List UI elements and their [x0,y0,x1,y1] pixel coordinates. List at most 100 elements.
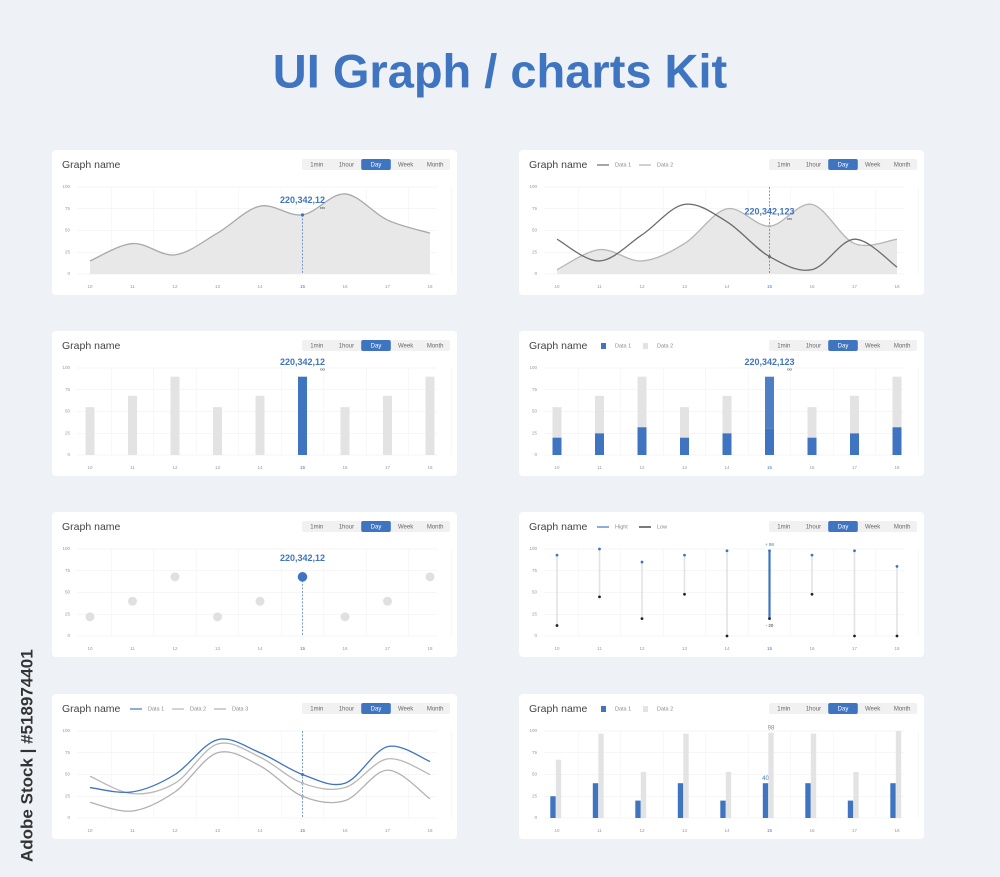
bar-segment [552,437,562,455]
x-tick-label: 16 [342,646,348,651]
annotation: 220,342,12 [280,195,325,205]
bar [768,732,774,818]
tab[interactable]: Week [398,525,414,531]
chart-title: Graph name [62,340,121,352]
tab[interactable]: Month [894,707,911,713]
legend-label: Data 2 [190,706,206,712]
annotation-sub: xxx [787,368,793,372]
bar [213,407,222,455]
tab[interactable]: 1min [777,163,790,169]
x-tick-label: 10 [87,465,93,470]
tab[interactable]: Week [398,163,414,169]
line [89,193,431,262]
tab[interactable]: Week [865,707,881,713]
bar [255,395,265,455]
line [89,738,431,794]
dot [255,596,265,606]
bar [762,783,769,818]
tab[interactable]: Month [894,163,911,169]
x-tick-label: 17 [385,828,391,833]
line [556,203,898,271]
tab[interactable]: 1hour [806,707,821,713]
bar-segment [552,407,562,438]
tab[interactable]: Week [865,344,881,350]
y-tick-label: 75 [532,206,538,211]
y-tick-label: 50 [532,409,538,414]
bar [128,395,137,455]
x-tick-label: 11 [130,828,135,833]
tab[interactable]: 1hour [806,525,821,531]
x-tick-label: 11 [130,465,135,470]
low-point [555,624,559,627]
tab[interactable]: Week [398,707,414,713]
tab[interactable]: Month [427,163,444,169]
tab[interactable]: Day [371,163,382,169]
tab[interactable]: Month [427,525,444,531]
x-tick-label: 16 [809,828,815,833]
x-tick-label: 13 [682,465,688,470]
tab-active [361,340,391,351]
annotation: 220,342,123 [744,357,794,367]
line [89,751,431,812]
y-tick-label: 0 [67,633,70,638]
highlight-point [768,255,771,259]
dot [297,572,308,582]
y-tick-label: 50 [65,228,71,233]
x-tick-label: 14 [257,465,263,470]
x-tick-label: 13 [682,284,688,289]
tab[interactable]: Day [838,163,849,169]
legend-label: Data 1 [615,343,631,349]
tab[interactable]: Week [398,344,414,350]
tab[interactable]: Month [427,344,444,350]
x-tick-label: 10 [87,284,93,289]
tab[interactable]: 1hour [339,344,354,350]
x-tick-label: 15 [767,465,773,470]
tab[interactable]: 1hour [339,707,354,713]
bar-segment [637,376,647,428]
tab[interactable]: Day [838,707,849,713]
tab[interactable]: 1min [310,344,323,350]
bar [683,733,689,818]
tab[interactable]: 1hour [339,525,354,531]
chart-card: Graph name 1min 1hour Day Week Month 0 25 50 75 10… [52,331,457,476]
area [557,204,897,274]
x-tick-label: 13 [215,465,221,470]
y-tick-label: 100 [529,728,537,733]
dot [85,612,95,622]
tab[interactable]: Month [894,344,911,350]
tab[interactable]: 1hour [806,163,821,169]
tab[interactable]: Month [427,707,444,713]
tab[interactable]: Week [865,525,881,531]
low-point [895,634,899,638]
tab[interactable]: Day [371,344,382,350]
tab[interactable]: Month [894,525,911,531]
x-tick-label: 13 [215,828,221,833]
chart-title: Graph name [529,159,588,171]
tab[interactable]: 1min [310,707,323,713]
tab[interactable]: 1min [310,525,323,531]
y-tick-label: 75 [65,568,71,573]
x-tick-label: 10 [87,828,93,833]
legend-label: Data 1 [615,162,631,168]
tab[interactable]: Day [371,707,382,713]
tab[interactable]: 1hour [339,163,354,169]
tab[interactable]: Week [865,163,881,169]
chart-card: Graph name 1min 1hour Day Week Month Data 1 Dat… [519,150,924,295]
tab[interactable]: 1min [777,707,790,713]
bar [895,731,902,818]
bar [555,759,562,818]
bar-segment [807,407,817,438]
x-tick-label: 10 [554,828,560,833]
tab[interactable]: Day [838,525,849,531]
x-tick-label: 17 [852,828,858,833]
x-tick-label: 18 [894,284,900,289]
tab[interactable]: Day [371,525,382,531]
tab[interactable]: Day [838,344,849,350]
highlight-point [301,773,304,776]
tab[interactable]: 1min [310,163,323,169]
tab[interactable]: 1hour [806,344,821,350]
tab[interactable]: 1min [777,525,790,531]
tab[interactable]: 1min [777,344,790,350]
x-tick-label: 14 [724,828,730,833]
